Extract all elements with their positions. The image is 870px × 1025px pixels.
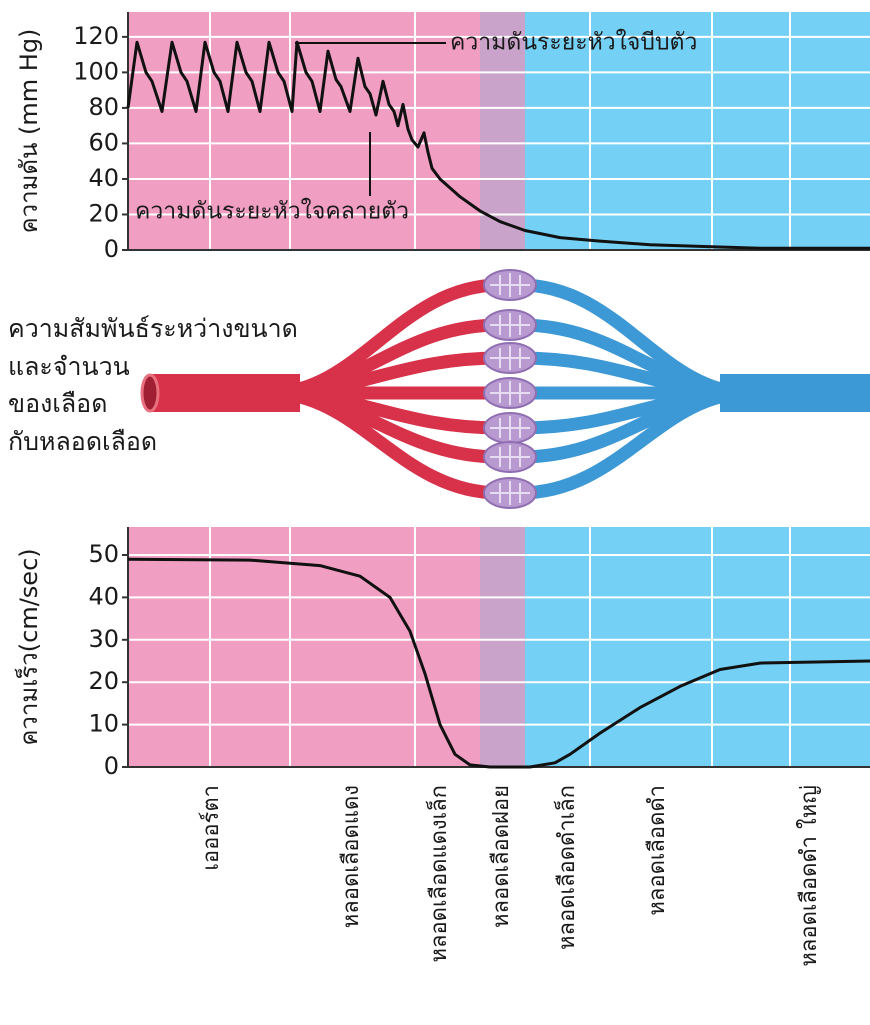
x-tick-label: หลอดเลือดดำเล็ก xyxy=(552,785,580,950)
annotation: ความดันระยะหัวใจบีบตัว xyxy=(450,29,697,56)
figure: 020406080100120ความดัน (mm Hg)ความดันระย… xyxy=(0,0,870,1021)
artery-opening xyxy=(142,375,158,411)
y-tick-label: 40 xyxy=(88,164,119,192)
diagram-label: ความสัมพันธ์ระหว่างขนาด xyxy=(8,314,298,343)
y-axis-label: ความเร็ว(cm/sec) xyxy=(14,548,43,745)
y-tick-label: 40 xyxy=(88,582,119,610)
diagram-label: กับหลอดเลือด xyxy=(8,427,157,456)
y-tick-label: 10 xyxy=(88,710,119,738)
y-tick-label: 30 xyxy=(88,625,119,653)
diagram-label: และจำนวน xyxy=(8,352,130,381)
x-tick-label: หลอดเลือดแดง xyxy=(339,785,364,928)
y-tick-label: 0 xyxy=(104,752,119,780)
y-tick-label: 120 xyxy=(73,22,119,50)
y-tick-label: 100 xyxy=(73,57,119,85)
y-tick-label: 20 xyxy=(88,199,119,227)
x-tick-label: หลอดเลือดดำ ใหญ่ xyxy=(796,785,822,967)
diagram-label: ของเลือด xyxy=(8,389,107,418)
y-tick-label: 20 xyxy=(88,667,119,695)
x-tick-label: หลอดเลือดดำ xyxy=(645,785,670,916)
y-tick-label: 60 xyxy=(88,128,119,156)
x-tick-label: หลอดเลือดแดงเล็ก xyxy=(424,785,452,963)
annotation: ความดันระยะหัวใจคลายตัว xyxy=(135,198,409,225)
x-tick-label: เอออร์ตา xyxy=(199,785,224,871)
x-tick-label: หลอดเลือดฝอย xyxy=(489,785,514,928)
velocity-background xyxy=(128,527,870,767)
y-tick-label: 50 xyxy=(88,540,119,568)
vessel-diagram xyxy=(142,270,870,508)
y-axis-label: ความดัน (mm Hg) xyxy=(15,29,43,234)
y-tick-label: 80 xyxy=(88,93,119,121)
y-tick-label: 0 xyxy=(104,235,119,263)
